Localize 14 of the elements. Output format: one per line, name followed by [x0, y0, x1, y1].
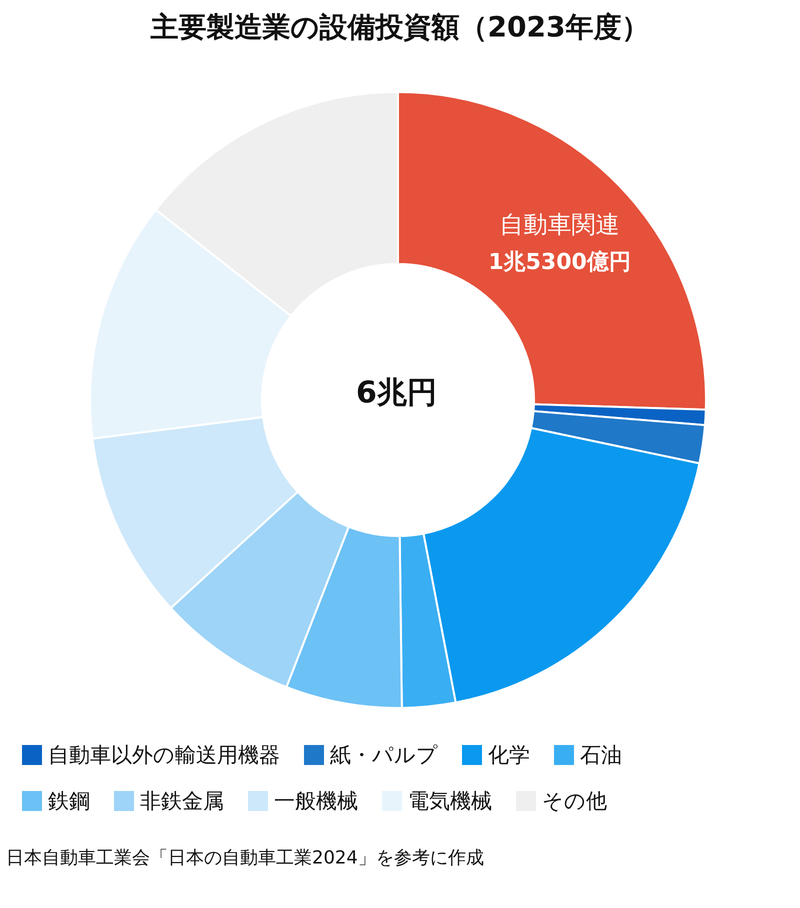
legend-label: 自動車以外の輸送用機器	[48, 743, 280, 767]
text: 6兆円	[356, 376, 437, 410]
legend-label: 鉄鋼	[48, 789, 90, 813]
legend-label: 紙・パルプ	[330, 743, 438, 767]
text: 日本自動車工業会「日本の自動車工業2024」を参考に作成	[6, 848, 484, 868]
legend-label: その他	[542, 789, 607, 813]
legend-label: 一般機械	[274, 789, 358, 813]
legend-label: 化学	[488, 743, 530, 767]
chart-title: 主要製造業の設備投資額（2023年度）	[150, 10, 650, 44]
legend-label: 石油	[580, 743, 622, 767]
text: 1兆5300億円	[488, 250, 631, 275]
slice-label: 自動車関連	[500, 210, 620, 238]
legend-label: 電気機械	[408, 789, 492, 813]
legend-label: 非鉄金属	[140, 789, 224, 813]
